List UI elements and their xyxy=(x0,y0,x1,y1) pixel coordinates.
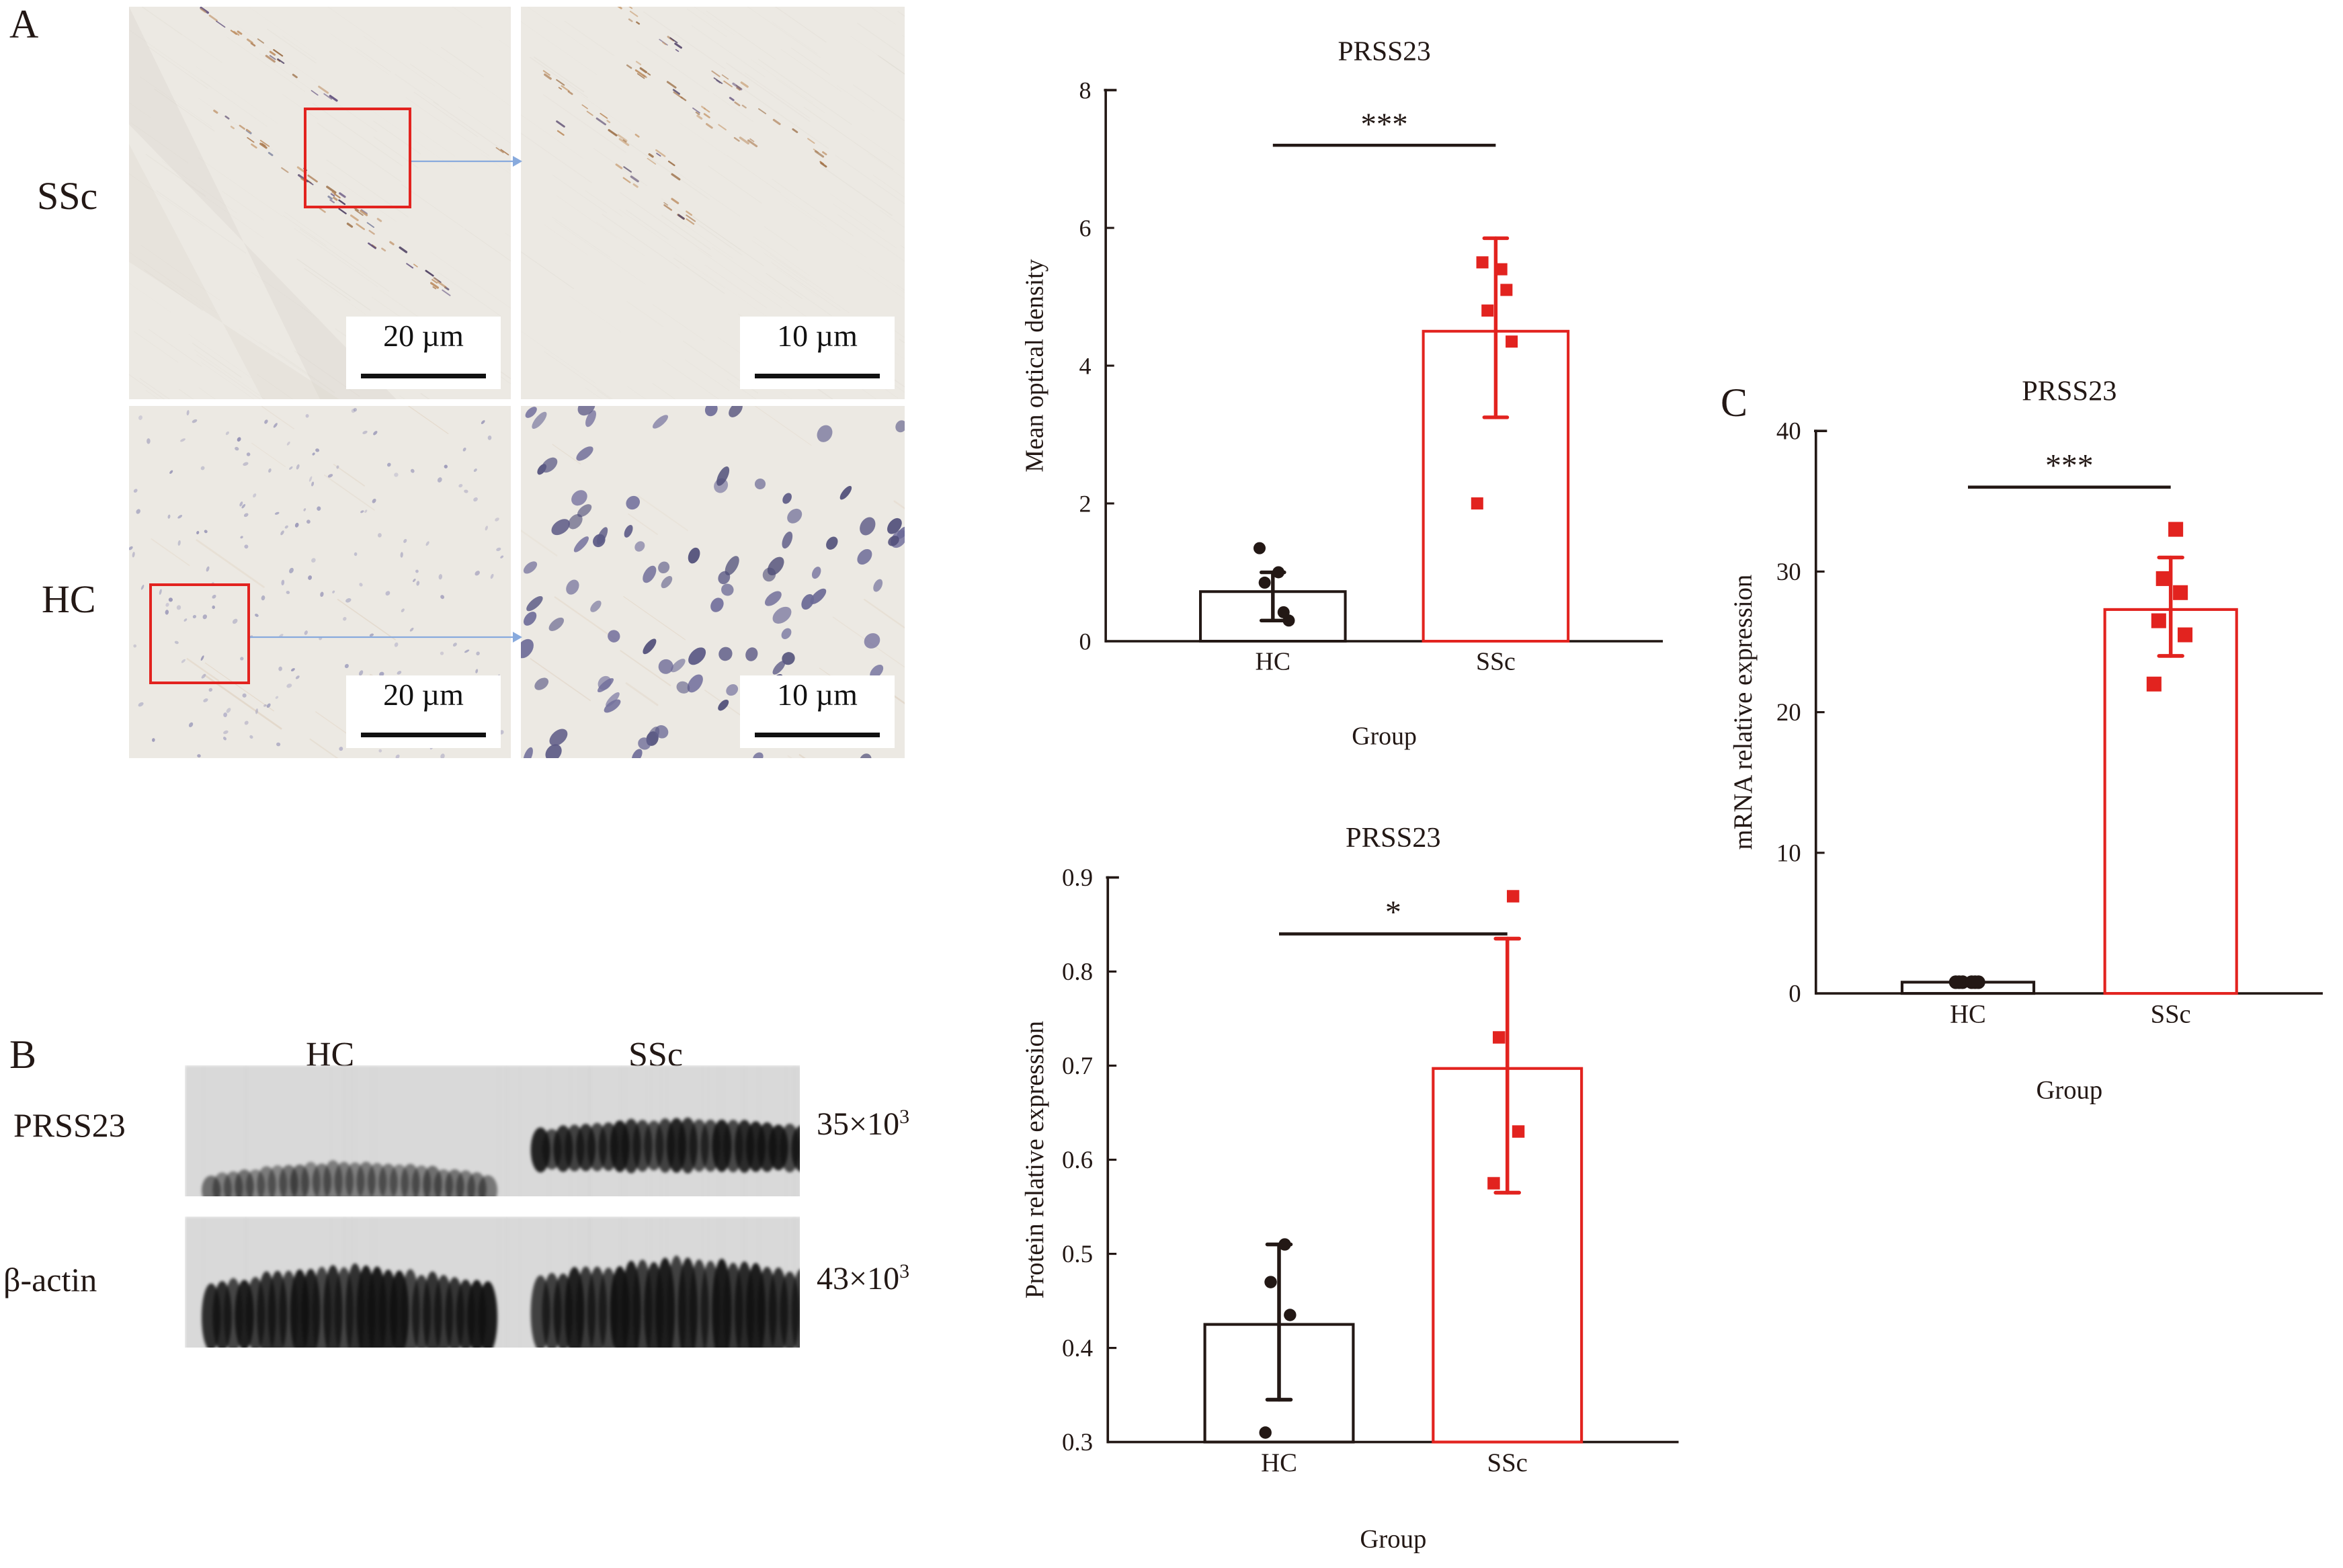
svg-text:0: 0 xyxy=(1079,628,1092,655)
svg-text:0.5: 0.5 xyxy=(1062,1240,1093,1268)
svg-text:*: * xyxy=(1385,895,1401,930)
svg-text:4: 4 xyxy=(1079,353,1092,380)
svg-text:Mean optical density: Mean optical density xyxy=(1021,259,1049,472)
svg-text:0.6: 0.6 xyxy=(1062,1146,1093,1173)
svg-text:2: 2 xyxy=(1079,491,1092,518)
svg-text:***: *** xyxy=(2045,448,2094,483)
svg-text:mRNA relative expression: mRNA relative expression xyxy=(1729,575,1758,850)
svg-text:HC: HC xyxy=(1950,1000,1986,1028)
svg-text:***: *** xyxy=(1360,107,1407,142)
svg-text:0.7: 0.7 xyxy=(1062,1052,1093,1079)
svg-text:0.3: 0.3 xyxy=(1062,1428,1093,1456)
svg-text:PRSS23: PRSS23 xyxy=(1338,36,1430,67)
svg-text:20: 20 xyxy=(1776,698,1801,726)
svg-text:HC: HC xyxy=(1261,1448,1297,1477)
svg-text:6: 6 xyxy=(1079,215,1092,242)
svg-text:PRSS23: PRSS23 xyxy=(2022,375,2116,407)
svg-text:0.8: 0.8 xyxy=(1062,958,1093,985)
svg-text:Group: Group xyxy=(1352,723,1417,751)
svg-text:Group: Group xyxy=(1360,1524,1426,1553)
svg-text:PRSS23: PRSS23 xyxy=(1346,822,1441,854)
svg-text:0: 0 xyxy=(1789,979,1801,1007)
svg-text:8: 8 xyxy=(1079,77,1092,104)
svg-text:Group: Group xyxy=(2037,1076,2103,1104)
svg-text:0.9: 0.9 xyxy=(1062,864,1093,891)
svg-text:SSc: SSc xyxy=(2151,1000,2191,1028)
svg-text:10: 10 xyxy=(1776,839,1801,866)
svg-text:30: 30 xyxy=(1776,558,1801,585)
svg-text:SSc: SSc xyxy=(1476,648,1516,676)
svg-text:0.4: 0.4 xyxy=(1062,1334,1093,1362)
svg-text:SSc: SSc xyxy=(1487,1448,1528,1477)
svg-text:40: 40 xyxy=(1776,417,1801,444)
svg-text:HC: HC xyxy=(1256,648,1291,676)
svg-text:Protein relative expression: Protein relative expression xyxy=(1021,1021,1049,1298)
